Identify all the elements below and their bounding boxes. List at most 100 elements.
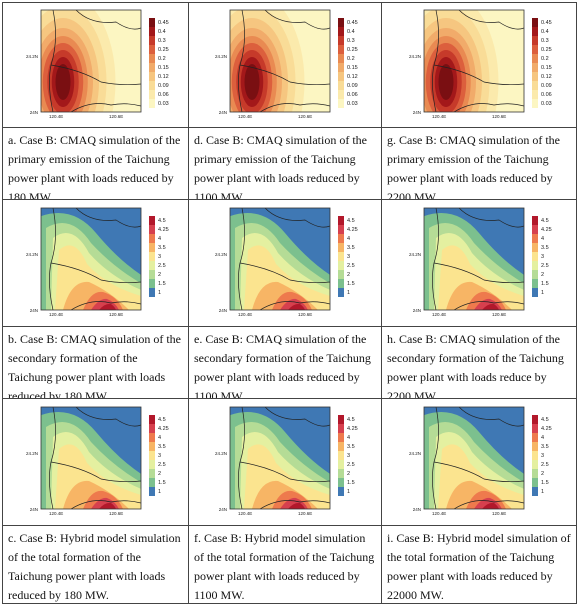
scale-swatch (532, 261, 538, 270)
scale-label: 4.5 (541, 417, 549, 423)
scale-swatch (532, 90, 538, 99)
scale-swatch (148, 252, 155, 261)
scale-label: 0.06 (541, 92, 552, 98)
scale-swatch (148, 234, 155, 243)
svg-text:24.2N: 24.2N (409, 252, 421, 257)
svg-text:120.6E: 120.6E (109, 511, 123, 516)
caption-i: i. Case B: Hybrid model simulation of th… (382, 526, 577, 604)
scale-label: 2.5 (158, 263, 166, 269)
scale-label: 0.25 (541, 47, 552, 53)
svg-text:24N: 24N (413, 110, 421, 115)
scale-swatch (532, 469, 538, 478)
scale-label: 0.4 (158, 29, 166, 35)
scale-swatch (532, 460, 538, 469)
scale-swatch (148, 54, 155, 63)
svg-text:24N: 24N (413, 507, 421, 512)
scale-label: 4.25 (347, 227, 358, 233)
scale-swatch (532, 478, 538, 487)
scale-swatch (532, 45, 538, 54)
scale-swatch (338, 442, 344, 451)
svg-text:24.2N: 24.2N (409, 451, 421, 456)
contour-map: 24.2N 24N 120.4E 120.6E 4.5 4.25 4 3.5 3 2.5 2 1.5 1 (409, 207, 552, 317)
map-cell: 24.2N 24N 120.4E 120.6E 0.45 0.4 0.3 0.25 0.2 0.1… (189, 3, 382, 128)
scale-label: 3 (541, 453, 544, 459)
scale-label: 1 (347, 290, 350, 296)
scale-label: 0.03 (158, 101, 169, 107)
scale-swatch (148, 216, 155, 225)
scale-swatch (148, 81, 155, 90)
svg-text:24.2N: 24.2N (215, 54, 227, 59)
scale-swatch (338, 451, 344, 460)
scale-swatch (338, 460, 344, 469)
scale-swatch (148, 442, 155, 451)
svg-text:24N: 24N (219, 308, 227, 313)
scale-swatch (532, 288, 538, 297)
scale-label: 0.2 (158, 56, 166, 62)
scale-swatch (532, 216, 538, 225)
scale-swatch (338, 261, 344, 270)
scale-label: 0.45 (541, 20, 552, 26)
scale-label: 0.45 (158, 20, 169, 26)
scale-label: 1.5 (158, 480, 166, 486)
scale-label: 0.15 (541, 65, 552, 71)
scale-swatch (532, 415, 538, 424)
scale-swatch (148, 72, 155, 81)
svg-text:24.2N: 24.2N (25, 54, 37, 59)
scale-swatch (148, 18, 155, 27)
contour-map: 24.2N 24N 120.4E 120.6E 0.45 0.4 0.3 0.25 0.2 0.1… (215, 9, 358, 119)
svg-text:24.2N: 24.2N (215, 252, 227, 257)
caption-f: f. Case B: Hybrid model simulation of th… (189, 526, 382, 604)
scale-swatch (338, 90, 344, 99)
scale-swatch (148, 225, 155, 234)
svg-text:120.4E: 120.4E (432, 511, 446, 516)
caption-h: h. Case B: CMAQ simulation of the second… (382, 327, 577, 399)
scale-label: 0.03 (541, 101, 552, 107)
scale-swatch (532, 442, 538, 451)
scale-label: 1 (347, 489, 350, 495)
scale-label: 2 (347, 272, 350, 278)
scale-label: 3.5 (158, 245, 166, 251)
scale-swatch (532, 63, 538, 72)
scale-label: 4.25 (158, 227, 169, 233)
svg-text:24N: 24N (219, 507, 227, 512)
scale-swatch (338, 225, 344, 234)
scale-label: 4 (347, 435, 350, 441)
scale-swatch (532, 424, 538, 433)
svg-text:120.4E: 120.4E (238, 511, 252, 516)
scale-label: 0.4 (347, 29, 355, 35)
scale-label: 0.09 (541, 83, 552, 89)
scale-label: 4 (158, 435, 161, 441)
contour-map: 24.2N 24N 120.4E 120.6E 4.5 4.25 4 3.5 3 2.5 2 1.5 1 (215, 406, 358, 516)
scale-swatch (338, 36, 344, 45)
scale-label: 0.03 (347, 101, 358, 107)
scale-swatch (532, 72, 538, 81)
scale-label: 4 (347, 236, 350, 242)
scale-label: 0.09 (347, 83, 358, 89)
scale-label: 2.5 (541, 462, 549, 468)
scale-label: 4.25 (158, 426, 169, 432)
scale-label: 1.5 (541, 480, 549, 486)
svg-text:120.4E: 120.4E (238, 114, 252, 119)
svg-text:120.6E: 120.6E (492, 114, 506, 119)
scale-label: 0.06 (158, 92, 169, 98)
scale-swatch (532, 81, 538, 90)
scale-swatch (148, 424, 155, 433)
scale-label: 0.12 (347, 74, 358, 80)
svg-text:120.6E: 120.6E (298, 312, 312, 317)
map-cell: 24.2N 24N 120.4E 120.6E 4.5 4.25 4 3.5 3 2.5 2 1.5 1 (189, 399, 382, 526)
scale-swatch (338, 45, 344, 54)
scale-swatch (338, 478, 344, 487)
scale-label: 3 (347, 453, 350, 459)
scale-label: 3.5 (347, 444, 355, 450)
scale-swatch (148, 288, 155, 297)
svg-text:120.4E: 120.4E (49, 114, 63, 119)
scale-swatch (338, 18, 344, 27)
scale-swatch (532, 243, 538, 252)
scale-swatch (338, 270, 344, 279)
map-cell: 24.2N 24N 120.4E 120.6E 4.5 4.25 4 3.5 3 2.5 2 1.5 1 (189, 200, 382, 327)
svg-text:120.4E: 120.4E (49, 312, 63, 317)
scale-swatch (532, 270, 538, 279)
scale-label: 0.3 (158, 38, 166, 44)
scale-label: 1.5 (347, 281, 355, 287)
